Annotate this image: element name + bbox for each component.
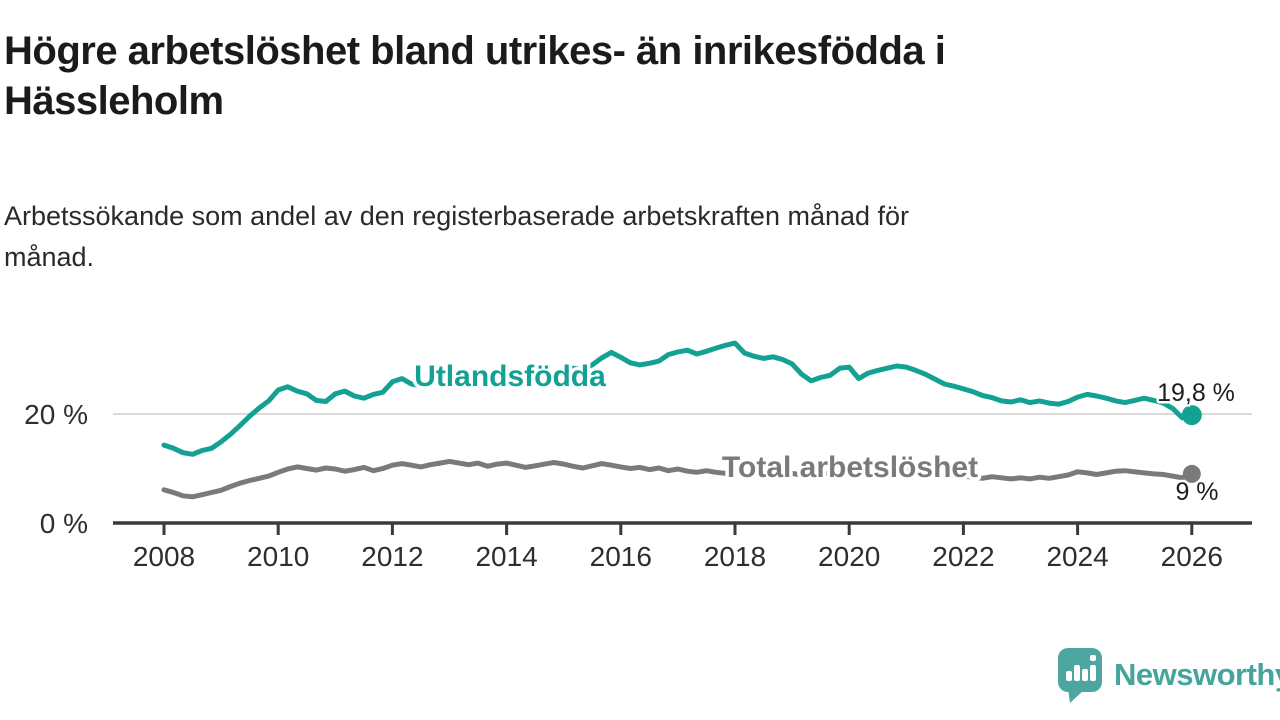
endpoint-dot-utlandsfodda: [1181, 405, 1202, 426]
title-line-2: Hässleholm: [4, 79, 224, 123]
x-tick-label-2026: 2026: [1161, 541, 1223, 572]
series-line-utlandsfodda: [161, 340, 1195, 457]
bar-chart-speech-bubble-icon: [1058, 648, 1102, 703]
series-line-total: [161, 458, 1195, 500]
end-value-utlandsfodda: 19,8 %: [1157, 379, 1235, 407]
subtitle-line-1: Arbetssökande som andel av den registerb…: [4, 201, 910, 231]
x-tick-label-2014: 2014: [475, 541, 537, 572]
x-tick-label-2018: 2018: [704, 541, 766, 572]
series-label-total: Total arbetslöshet: [722, 451, 978, 484]
x-tick-label-2008: 2008: [133, 541, 195, 572]
subtitle-line-2: månad.: [4, 242, 95, 272]
x-tick-label-2024: 2024: [1046, 541, 1108, 572]
end-value-total: 9 %: [1175, 478, 1218, 506]
y-axis-label-20: 20 %: [24, 399, 88, 430]
series-label-utlandsfodda: Utlandsfödda: [414, 360, 606, 393]
title-line-1: Högre arbetslöshet bland utrikes- än inr…: [4, 29, 946, 73]
chart-subtitle: Arbetssökande som andel av den registerb…: [4, 196, 1224, 278]
page-title: Högre arbetslöshet bland utrikes- än inr…: [4, 26, 1244, 126]
x-tick-label-2012: 2012: [361, 541, 423, 572]
x-tick-label-2020: 2020: [818, 541, 880, 572]
y-axis-label-0: 0 %: [40, 508, 88, 539]
x-tick-label-2016: 2016: [590, 541, 652, 572]
endpoint-dot-total: [1182, 464, 1201, 483]
x-tick-label-2010: 2010: [247, 541, 309, 572]
x-tick-label-2022: 2022: [932, 541, 994, 572]
newsworthy-logo: Newsworthy: [1056, 646, 1280, 704]
newsworthy-logo-text: Newsworthy: [1114, 657, 1280, 692]
x-axis-ticks: 2008 2010 2012 2014 2016 2018 2020 2022 2024 2026: [133, 523, 1223, 572]
